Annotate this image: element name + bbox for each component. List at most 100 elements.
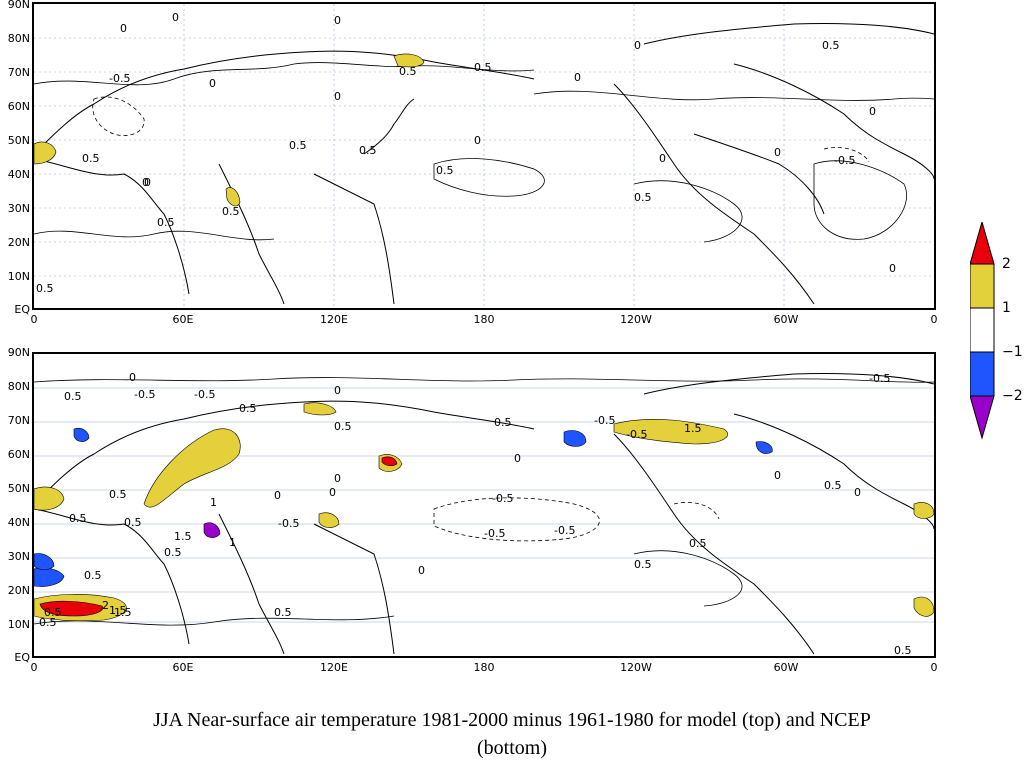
graticule	[34, 387, 934, 623]
lat-label: 30N	[7, 202, 30, 215]
lon-label: 180	[473, 313, 495, 326]
colorbar-label: 1	[1002, 300, 1011, 316]
contour-label: -0.5	[869, 372, 890, 385]
caption-line-1: JJA Near-surface air temperature 1981-20…	[153, 709, 871, 731]
contour-label: 0	[129, 371, 136, 384]
colorbar-blue	[970, 351, 995, 397]
lat-label: EQ	[14, 651, 30, 664]
contour-label: 0.5	[359, 144, 377, 157]
contour-label: 0.5	[39, 616, 57, 629]
contour-label: 0	[334, 472, 341, 485]
lon-label: 180	[473, 661, 495, 674]
colorbar-label: 2	[1002, 256, 1011, 272]
contour-label: 0	[659, 152, 666, 165]
colorbar-label: −2	[1002, 388, 1023, 404]
lon-label: 120E	[320, 313, 348, 326]
lon-label: 120W	[620, 313, 652, 326]
lon-label: 0	[30, 313, 38, 326]
contour-label: 0.5	[82, 152, 100, 165]
lon-label: 60W	[773, 661, 799, 674]
lat-label: 60N	[7, 448, 30, 461]
graticule	[34, 4, 934, 308]
lat-label: 10N	[7, 618, 30, 631]
contour-label: 0	[334, 384, 341, 397]
negative-contours	[92, 96, 870, 163]
contour-label: 0.5	[109, 488, 127, 501]
colorbar-yellow	[970, 263, 995, 309]
contour-label: 0.5	[124, 516, 142, 529]
lat-label: 70N	[7, 414, 30, 427]
lat-label: 60N	[7, 100, 30, 113]
contour-labels: 0 -0.5 0.5 -0.5 0 -0.5 0.5 -0.5 0.5 0 1 …	[39, 371, 912, 656]
contour-label: 0.5	[44, 606, 62, 619]
contour-label: 0	[142, 176, 149, 189]
contour-label: 0.5	[36, 282, 54, 295]
contour-label: 0.5	[634, 558, 652, 571]
lat-label: 10N	[7, 270, 30, 283]
colorbar-white	[970, 307, 995, 353]
contour-label: 1.5	[684, 422, 702, 435]
contour-label: 0	[774, 146, 781, 159]
ncep-map-panel: 0 -0.5 0.5 -0.5 0 -0.5 0.5 -0.5 0.5 0 1 …	[32, 352, 936, 658]
contour-label: 0	[634, 39, 641, 52]
contour-label: 1.5	[109, 604, 127, 617]
contour-label: 0.5	[239, 402, 257, 415]
contour-label: 0	[209, 77, 216, 90]
model-map-svg: 0 0.5 0 0.5 -0.5 0 0.5 0 0.5 0 0.5 0 0.5…	[34, 4, 934, 308]
lon-label: 60E	[172, 313, 194, 326]
colorbar-svg	[970, 222, 995, 440]
contour-label: 0.5	[164, 546, 182, 559]
model-map-panel: 0 0.5 0 0.5 -0.5 0 0.5 0 0.5 0 0.5 0 0.5…	[32, 2, 936, 310]
contour-labels: 0 0.5 0 0.5 -0.5 0 0.5 0 0.5 0 0.5 0 0.5…	[36, 11, 896, 295]
lat-label: 20N	[7, 584, 30, 597]
contour-label: 0.5	[689, 537, 707, 550]
lat-label: 50N	[7, 134, 30, 147]
contour-label: -0.5	[109, 72, 130, 85]
lon-label: 120E	[320, 661, 348, 674]
contours	[34, 62, 934, 243]
contour-label: 0	[474, 134, 481, 147]
lat-label: 70N	[7, 66, 30, 79]
contour-label: 0.5	[334, 420, 352, 433]
colorbar-purple	[970, 395, 995, 440]
lon-label: 120W	[620, 661, 652, 674]
negative-contours	[433, 497, 720, 542]
lon-label: 0	[930, 313, 938, 326]
contour-label: 0.5	[84, 569, 102, 582]
contour-label: 0.5	[436, 164, 454, 177]
contour-label: 0.5	[289, 139, 307, 152]
contour-label: 0	[329, 486, 336, 499]
figure-caption: JJA Near-surface air temperature 1981-20…	[0, 706, 1024, 762]
contour-label: 2	[102, 599, 109, 612]
contour-label: 0.5	[222, 205, 240, 218]
contour-label: 0.5	[894, 644, 912, 656]
contour-label: 0.5	[64, 390, 82, 403]
contour-label: 0	[889, 262, 896, 275]
contour-label: 1.5	[174, 530, 192, 543]
contour-label: 0.5	[494, 416, 512, 429]
contour-label: 0.5	[399, 65, 417, 78]
contour-label: 1	[210, 496, 217, 509]
shaded-anomalies	[34, 53, 425, 207]
lat-label: 30N	[7, 550, 30, 563]
lat-label: EQ	[14, 303, 30, 316]
lon-label: 0	[930, 661, 938, 674]
lat-label: 90N	[7, 0, 30, 11]
contour-label: 0	[120, 22, 127, 35]
lon-label: 60E	[172, 661, 194, 674]
contour-label: 0	[274, 489, 281, 502]
contour-label: 0.5	[822, 39, 840, 52]
lat-label: 90N	[7, 346, 30, 359]
contour-label: -0.5	[134, 388, 155, 401]
coastlines	[34, 372, 934, 655]
contour-label: -0.5	[484, 527, 505, 540]
contour-label: 0	[144, 176, 151, 189]
contour-label: -0.5	[834, 154, 855, 167]
contour-label: 0.5	[274, 606, 292, 619]
lat-label: 40N	[7, 516, 30, 529]
contour-label: 0	[514, 452, 521, 465]
contour-label: -0.5	[594, 414, 615, 427]
contour-label: 0	[334, 90, 341, 103]
contours	[34, 377, 934, 626]
colorbar-red	[970, 222, 995, 265]
